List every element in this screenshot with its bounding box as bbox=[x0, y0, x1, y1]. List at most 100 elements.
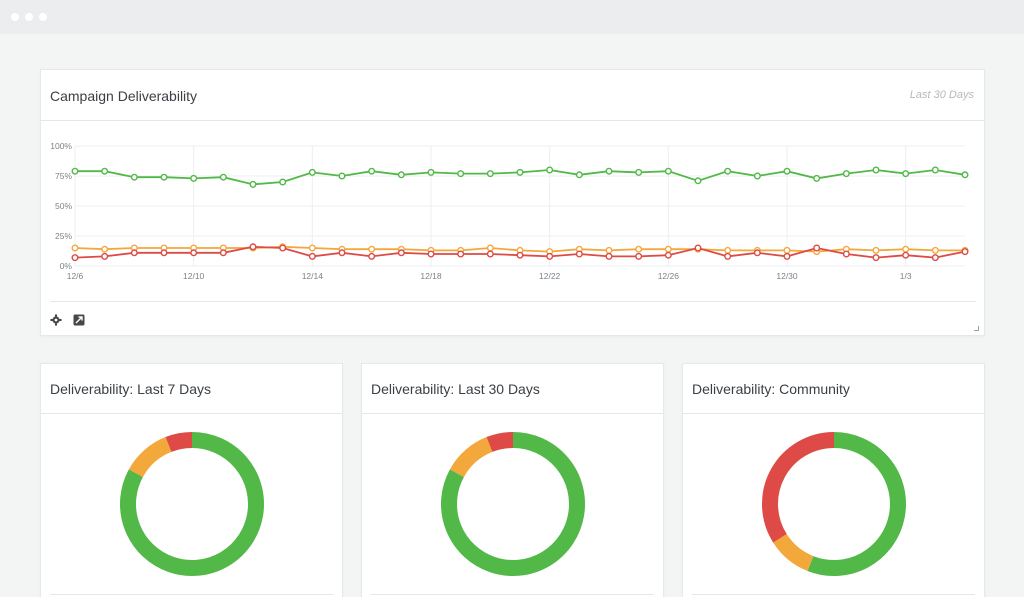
data-point[interactable] bbox=[575, 250, 583, 258]
panel-header-divider bbox=[362, 413, 663, 414]
window-control-dot[interactable] bbox=[11, 13, 19, 21]
data-point[interactable] bbox=[486, 244, 494, 252]
data-point[interactable] bbox=[249, 180, 257, 188]
data-point[interactable] bbox=[605, 246, 613, 254]
data-point[interactable] bbox=[308, 244, 316, 252]
panel-header-divider bbox=[41, 120, 984, 121]
data-point[interactable] bbox=[219, 249, 227, 257]
donut-panel-last-30-days: Deliverability: Last 30 Days bbox=[361, 363, 664, 597]
window-control-dot[interactable] bbox=[25, 13, 33, 21]
gear-icon[interactable] bbox=[50, 314, 62, 326]
data-point[interactable] bbox=[664, 167, 672, 175]
x-tick-label: 12/6 bbox=[67, 271, 84, 281]
data-point[interactable] bbox=[457, 250, 465, 258]
data-point[interactable] bbox=[190, 174, 198, 182]
data-point[interactable] bbox=[101, 245, 109, 253]
y-tick-label: 75% bbox=[55, 171, 72, 181]
data-point[interactable] bbox=[279, 178, 287, 186]
data-point[interactable] bbox=[664, 251, 672, 259]
data-point[interactable] bbox=[842, 170, 850, 178]
data-point[interactable] bbox=[931, 166, 939, 174]
data-point[interactable] bbox=[308, 252, 316, 260]
data-point[interactable] bbox=[427, 168, 435, 176]
data-point[interactable] bbox=[160, 249, 168, 257]
data-point[interactable] bbox=[71, 254, 79, 262]
line-chart: 100% 75% 50% 25% 0%12/6 12/10 12/14 12/18 12/22 1… bbox=[50, 141, 969, 281]
panel-title: Campaign Deliverability bbox=[50, 88, 198, 104]
data-point[interactable] bbox=[783, 252, 791, 260]
data-point[interactable] bbox=[961, 248, 969, 256]
data-point[interactable] bbox=[397, 249, 405, 257]
data-point[interactable] bbox=[931, 246, 939, 254]
data-point[interactable] bbox=[308, 168, 316, 176]
data-point[interactable] bbox=[694, 244, 702, 252]
data-point[interactable] bbox=[635, 252, 643, 260]
data-point[interactable] bbox=[813, 174, 821, 182]
donut-slice[interactable] bbox=[441, 432, 585, 576]
data-point[interactable] bbox=[872, 254, 880, 262]
donut-slice[interactable] bbox=[120, 432, 264, 576]
donut-slice[interactable] bbox=[807, 432, 906, 576]
data-point[interactable] bbox=[664, 245, 672, 253]
resize-handle-icon[interactable] bbox=[974, 326, 979, 331]
data-point[interactable] bbox=[753, 249, 761, 257]
data-point[interactable] bbox=[219, 173, 227, 181]
data-point[interactable] bbox=[249, 243, 257, 251]
data-point[interactable] bbox=[71, 167, 79, 175]
data-point[interactable] bbox=[931, 254, 939, 262]
data-point[interactable] bbox=[101, 252, 109, 260]
data-point[interactable] bbox=[724, 246, 732, 254]
donut-slice[interactable] bbox=[449, 437, 493, 478]
data-point[interactable] bbox=[279, 244, 287, 252]
data-point[interactable] bbox=[130, 173, 138, 181]
data-point[interactable] bbox=[872, 166, 880, 174]
data-point[interactable] bbox=[605, 252, 613, 260]
expand-icon[interactable] bbox=[73, 314, 85, 326]
donut-slice[interactable] bbox=[165, 432, 193, 453]
data-point[interactable] bbox=[368, 245, 376, 253]
data-point[interactable] bbox=[397, 171, 405, 179]
window-control-dot[interactable] bbox=[39, 13, 47, 21]
data-point[interactable] bbox=[872, 246, 880, 254]
data-point[interactable] bbox=[130, 249, 138, 257]
data-point[interactable] bbox=[902, 251, 910, 259]
data-point[interactable] bbox=[516, 168, 524, 176]
donut-slice[interactable] bbox=[128, 437, 172, 478]
data-point[interactable] bbox=[160, 173, 168, 181]
data-point[interactable] bbox=[724, 252, 732, 260]
data-point[interactable] bbox=[575, 171, 583, 179]
data-point[interactable] bbox=[486, 170, 494, 178]
y-tick-label: 0% bbox=[60, 261, 73, 271]
data-point[interactable] bbox=[190, 249, 198, 257]
data-point[interactable] bbox=[783, 167, 791, 175]
data-point[interactable] bbox=[338, 249, 346, 257]
x-tick-label: 12/30 bbox=[776, 271, 798, 281]
data-point[interactable] bbox=[842, 250, 850, 258]
data-point[interactable] bbox=[486, 250, 494, 258]
data-point[interactable] bbox=[961, 171, 969, 179]
data-point[interactable] bbox=[783, 246, 791, 254]
data-point[interactable] bbox=[635, 168, 643, 176]
data-point[interactable] bbox=[427, 250, 435, 258]
data-point[interactable] bbox=[605, 167, 613, 175]
campaign-deliverability-panel: Campaign Deliverability Last 30 Days 100… bbox=[40, 69, 985, 336]
data-point[interactable] bbox=[902, 245, 910, 253]
data-point[interactable] bbox=[902, 170, 910, 178]
donut-slice[interactable] bbox=[773, 533, 814, 571]
data-point[interactable] bbox=[635, 245, 643, 253]
data-point[interactable] bbox=[338, 172, 346, 180]
data-point[interactable] bbox=[71, 244, 79, 252]
data-point[interactable] bbox=[753, 172, 761, 180]
data-point[interactable] bbox=[368, 252, 376, 260]
data-point[interactable] bbox=[516, 251, 524, 259]
donut-slice[interactable] bbox=[486, 432, 514, 453]
data-point[interactable] bbox=[546, 252, 554, 260]
data-point[interactable] bbox=[813, 244, 821, 252]
donut-slice[interactable] bbox=[762, 432, 835, 543]
data-point[interactable] bbox=[457, 170, 465, 178]
data-point[interactable] bbox=[724, 167, 732, 175]
data-point[interactable] bbox=[368, 167, 376, 175]
data-point[interactable] bbox=[101, 167, 109, 175]
data-point[interactable] bbox=[694, 177, 702, 185]
data-point[interactable] bbox=[546, 166, 554, 174]
